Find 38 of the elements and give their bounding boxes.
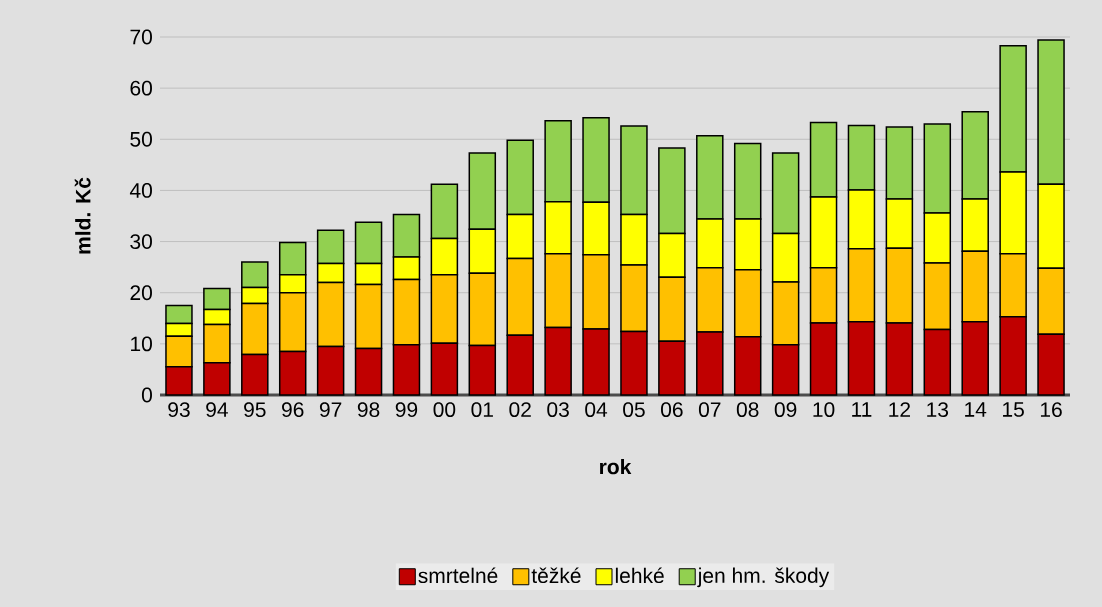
y-tick-label: 40 [129, 182, 152, 198]
x-tick-label: 15 [1003, 402, 1024, 417]
x-tick-label: 94 [206, 402, 228, 418]
x-tick-label: 95 [244, 402, 266, 418]
y-tick-label: 20 [130, 285, 152, 301]
x-tick-label: 93 [168, 402, 190, 418]
y-tick-label: 10 [131, 336, 152, 352]
y-tick-label: 50 [130, 131, 152, 147]
y-tick-label: 60 [130, 80, 152, 96]
y-tick-label: 30 [130, 234, 152, 249]
x-tick-label: 96 [282, 402, 304, 418]
x-tick-label: 02 [509, 402, 531, 418]
x-tick-label: 99 [395, 402, 418, 418]
x-tick-label: 07 [698, 402, 721, 418]
y-tick-label: 0 [141, 387, 152, 403]
x-tick-label: 16 [1040, 402, 1062, 418]
x-axis-title: rok [600, 458, 632, 475]
x-tick-label: 97 [319, 402, 342, 418]
x-tick-label: 01 [471, 402, 493, 418]
x-tick-label: 14 [965, 402, 987, 417]
x-tick-label: 09 [774, 402, 797, 418]
legend-label: těžké [531, 567, 581, 584]
legend-label: jen hm. škody [697, 567, 830, 588]
x-tick-label: 04 [585, 402, 608, 418]
x-tick-label: 03 [547, 402, 569, 418]
y-axis-title: mld. Kč [74, 177, 91, 254]
legend-label: smrtelné [418, 567, 498, 584]
x-tick-label: 13 [927, 402, 949, 418]
x-tick-label: 10 [813, 402, 835, 418]
x-tick-label: 12 [889, 402, 910, 417]
x-tick-label: 00 [433, 402, 456, 418]
y-tick-label: 70 [130, 29, 152, 45]
x-tick-label: 11 [852, 402, 872, 417]
x-tick-label: 05 [623, 402, 645, 418]
x-tick-label: 08 [736, 402, 759, 418]
x-tick-label: 06 [661, 402, 683, 418]
x-tick-label: 98 [357, 402, 380, 418]
legend-label: lehké [615, 567, 664, 584]
